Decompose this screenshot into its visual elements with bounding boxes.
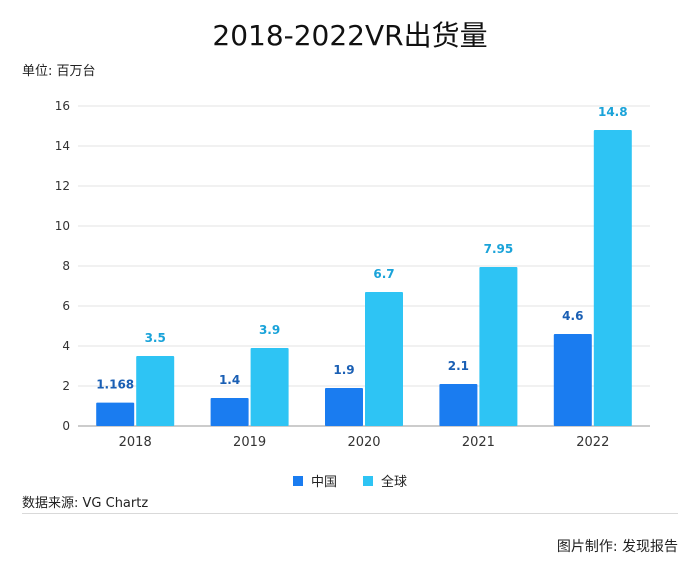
gridlines [78,105,650,427]
legend-swatch-china [292,475,303,486]
divider [22,513,678,514]
x-tick-label: 2022 [576,435,609,450]
y-tick-label: 6 [62,299,70,313]
bar-china-2019 [210,398,249,426]
y-tick-label: 16 [55,99,70,113]
data-labels: 1.168 3.5 1.4 3.9 1.9 6.7 2.1 7.95 4.6 14.8 [96,105,627,392]
legend: 中国 全球 [0,471,700,490]
y-tick-label: 12 [55,179,70,193]
data-label-china-2021: 2.1 [448,359,469,373]
legend-swatch-global [363,475,373,486]
chart-title: 2018-2022VR出货量 [212,19,488,52]
y-tick-label: 2 [62,379,70,393]
x-tick-label: 2021 [462,435,495,450]
x-axis-ticks: 2018 2019 2020 2021 2022 [119,435,610,450]
bar-global-2022 [593,130,632,426]
bar-china-2022 [553,334,592,426]
credit-note: 图片制作: 发现报告 [556,539,678,555]
y-axis-ticks: 0 2 4 6 8 10 12 14 16 [55,99,70,433]
y-tick-label: 8 [62,259,70,273]
data-label-global-2018: 3.5 [145,331,166,345]
y-tick-label: 10 [55,219,70,233]
unit-label: 单位: 百万台 [22,64,96,79]
legend-label-china: 中国 [310,475,337,490]
legend-item-china: 中国 [292,471,337,490]
bar-global-2020 [365,292,403,426]
data-label-global-2022: 14.8 [598,105,628,119]
data-label-china-2020: 1.9 [333,363,354,377]
x-tick-label: 2018 [119,435,152,450]
bar-china-2018 [96,402,135,426]
y-tick-label: 0 [62,419,70,433]
x-tick-label: 2020 [347,435,380,450]
bar-global-2019 [250,348,289,426]
data-label-china-2018: 1.168 [96,378,134,392]
bar-global-2021 [479,267,518,426]
data-label-global-2019: 3.9 [259,323,280,337]
y-tick-label: 4 [62,339,70,353]
data-label-global-2020: 6.7 [373,267,394,281]
bars [96,130,632,426]
data-label-china-2019: 1.4 [219,373,240,387]
data-label-china-2022: 4.6 [562,309,583,323]
source-note: 数据来源: VG Chartz [22,496,149,511]
y-tick-label: 14 [55,139,70,153]
legend-item-global: 全球 [363,471,407,490]
bar-china-2021 [439,384,478,426]
x-tick-label: 2019 [233,435,266,450]
bar-global-2018 [136,356,175,426]
bar-chart: 0 2 4 6 8 10 12 14 16 1.168 3.5 1.4 3.9 1.9 6.7 2.1 7.9… [55,99,650,450]
bar-china-2020 [325,388,363,426]
legend-label-global: 全球 [381,475,408,490]
data-label-global-2021: 7.95 [484,242,514,256]
